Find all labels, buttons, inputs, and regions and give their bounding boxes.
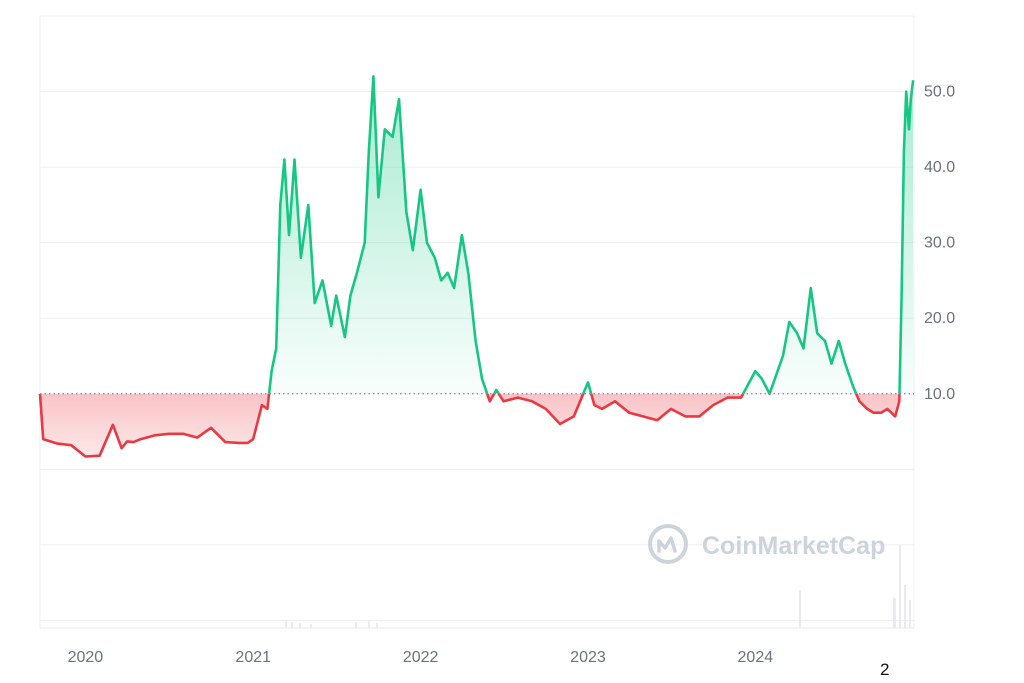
y-tick-label: 20.0 (924, 310, 955, 327)
y-axis: 10.0 20.0 30.0 40.0 50.0 (924, 84, 955, 403)
y-tick-label: 10.0 (924, 386, 955, 403)
gridlines (40, 91, 914, 621)
volume-bars (285, 545, 911, 628)
x-tick-label: 2023 (570, 649, 606, 666)
price-series (38, 75, 915, 458)
x-axis: 2020 2021 2022 2023 2024 (68, 649, 774, 666)
watermark-text: CoinMarketCap (702, 532, 885, 560)
series-area-below-baseline (40, 393, 914, 457)
x-tick-label: 2020 (68, 649, 104, 666)
plot-frame (39, 15, 915, 629)
y-tick-label: 40.0 (924, 159, 955, 176)
x-tick-label: 2021 (235, 649, 271, 666)
coinmarketcap-logo-icon (648, 524, 688, 564)
y-tick-label: 50.0 (924, 84, 955, 101)
watermark: CoinMarketCap (648, 524, 885, 564)
series-area-above-baseline (269, 76, 914, 394)
x-tick-label: 2024 (738, 649, 774, 666)
x-tick-label: 2022 (403, 649, 439, 666)
y-tick-label: 30.0 (924, 235, 955, 252)
page-number: 2 (880, 660, 890, 679)
series-line-above-baseline (40, 75, 915, 394)
series-line-below-baseline (38, 393, 901, 458)
